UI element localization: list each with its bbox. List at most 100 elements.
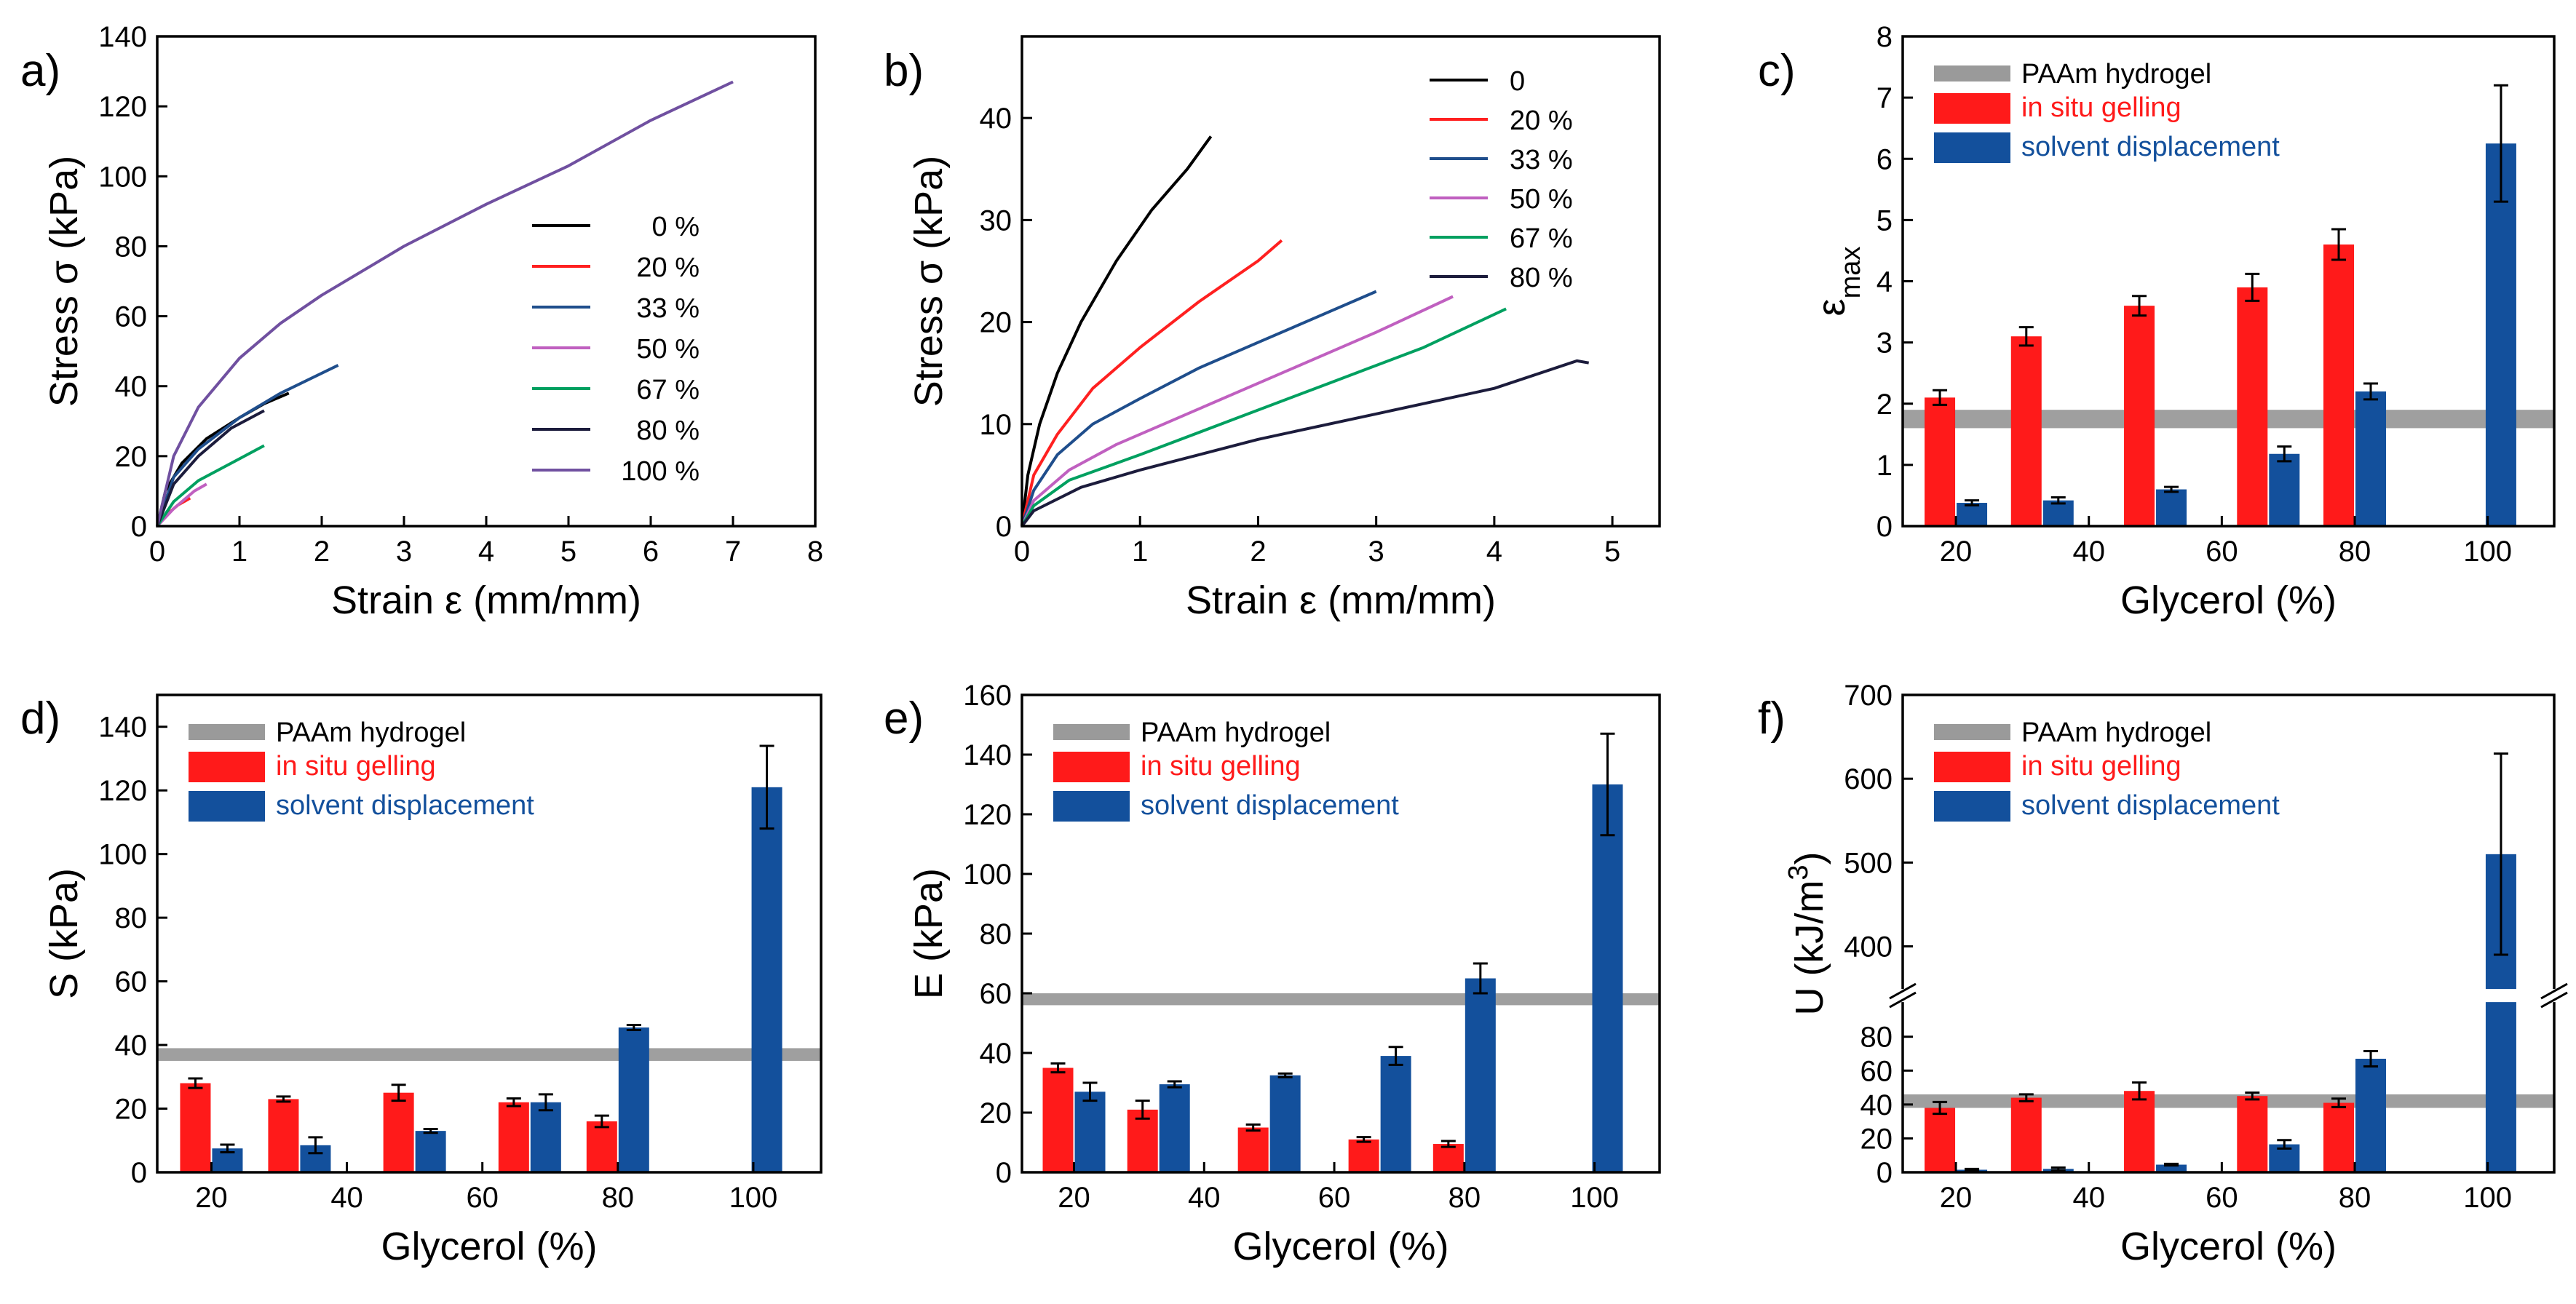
bar-in-situ — [1127, 1109, 1158, 1172]
panel-label: d) — [20, 693, 60, 744]
bar-solvent — [1957, 503, 1988, 526]
legend-entry: 50 % — [636, 334, 700, 365]
x-tick-label: 1 — [1132, 536, 1148, 568]
x-tick-label: 60 — [2206, 536, 2238, 568]
y-tick-label: 80 — [115, 231, 148, 263]
y-tick-label: 7 — [1876, 82, 1893, 114]
y-tick-label: 80 — [1860, 1022, 1893, 1054]
legend-entry: 33 % — [636, 293, 700, 324]
x-tick-label: 3 — [1368, 536, 1384, 568]
x-tick-label: 60 — [2206, 1182, 2238, 1214]
bar-solvent — [751, 787, 782, 1172]
y-axis-label-end: ) — [1788, 851, 1831, 864]
y-tick-label: 2 — [1876, 389, 1893, 421]
y-tick-label: 60 — [115, 301, 148, 333]
bar-in-situ — [180, 1083, 211, 1172]
bar-solvent — [1380, 1056, 1411, 1172]
panel-b: b) 0 1 2 3 4 5 0 10 20 30 40 Strain ε (mm/mm) Stress … — [884, 35, 1661, 622]
bar-solvent — [2269, 453, 2300, 526]
x-tick-label: 20 — [1940, 1182, 1973, 1214]
bar-solvent — [1465, 978, 1496, 1172]
y-tick-label: 60 — [1860, 1055, 1893, 1087]
y-tick-label: 20 — [980, 307, 1012, 339]
y-tick-label: 3 — [1876, 327, 1893, 359]
y-tick-label: 1 — [1876, 450, 1893, 482]
legend-swatch-solvent — [189, 791, 265, 822]
x-tick-label: 60 — [466, 1182, 499, 1214]
bar-solvent — [618, 1027, 649, 1172]
legend: 0 20 % 33 % 50 % 67 % 80 % — [1430, 66, 1573, 293]
x-tick-label: 5 — [1604, 536, 1620, 568]
series-line — [156, 444, 265, 528]
bar-in-situ — [1237, 1127, 1269, 1172]
y-axis-label: S (kPa) — [42, 868, 86, 999]
legend-entry: 67 % — [1510, 223, 1573, 254]
x-tick-label: 40 — [2072, 536, 2105, 568]
bar-in-situ — [1432, 1144, 1464, 1172]
bar-solvent — [2355, 1058, 2387, 1172]
bar-in-situ — [498, 1102, 529, 1172]
y-tick-label: 120 — [98, 91, 147, 123]
y-tick-label: 0 — [131, 1157, 147, 1189]
y-axis-label-main: Stress σ (kPa) — [907, 156, 951, 407]
y-tick-label: 60 — [115, 966, 148, 998]
x-tick-label: 4 — [1486, 536, 1502, 568]
x-tick-label: 80 — [2339, 536, 2371, 568]
legend-entry: solvent displacement — [1141, 790, 1399, 821]
y-tick-label: 100 — [963, 859, 1012, 891]
series-line — [156, 409, 265, 527]
plot-frame — [1021, 35, 1661, 528]
legend-swatch-in-situ — [189, 752, 265, 782]
legend-entry: solvent displacement — [276, 790, 534, 821]
x-tick-label: 20 — [1058, 1182, 1090, 1214]
legend-swatch-in-situ — [1934, 752, 2010, 782]
y-tick-label: 10 — [980, 409, 1012, 441]
y-axis-label: U (kJ/m3) — [1783, 851, 1831, 1015]
x-tick-label: 40 — [2072, 1182, 2105, 1214]
y-tick-label: 40 — [115, 371, 148, 403]
y-tick-label: 8 — [1876, 21, 1893, 53]
axis-break-mark — [1889, 982, 1917, 1000]
legend-entry: 80 % — [636, 416, 700, 446]
y-tick-label: 140 — [98, 712, 147, 744]
x-axis-label: Glycerol (%) — [1232, 1225, 1448, 1268]
legend-entry: in situ gelling — [2021, 92, 2181, 123]
y-axis-label: E (kPa) — [907, 868, 951, 999]
legend-swatch-solvent — [1934, 132, 2010, 163]
y-tick-label: 20 — [1860, 1123, 1893, 1155]
y-axis-label-main: Stress σ (kPa) — [42, 156, 86, 407]
x-axis-label: Glycerol (%) — [2120, 579, 2337, 622]
bar-solvent — [530, 1102, 561, 1172]
y-tick-label: 80 — [980, 918, 1012, 950]
x-axis-label: Strain ε (mm/mm) — [331, 579, 641, 622]
reference-band — [1022, 993, 1660, 1006]
legend-entry: 0 % — [652, 212, 700, 242]
bar-solvent — [1159, 1084, 1190, 1172]
legend-entry: in situ gelling — [2021, 751, 2181, 782]
panel-label: c) — [1758, 46, 1796, 96]
series-line — [1021, 239, 1283, 527]
bar-in-situ — [268, 1099, 299, 1172]
plot-frame — [156, 35, 817, 528]
y-tick-label: 700 — [1844, 680, 1893, 712]
axis-break-mark — [2540, 982, 2568, 1000]
x-tick-label: 2 — [1250, 536, 1266, 568]
x-tick-label: 40 — [330, 1182, 363, 1214]
y-tick-label: 140 — [98, 21, 147, 53]
y-axis-label-main: ε — [1810, 298, 1853, 316]
y-tick-label: 0 — [1876, 511, 1893, 543]
y-axis-label: εmax — [1810, 247, 1866, 317]
y-axis-label-main: U (kJ/m — [1788, 880, 1831, 1016]
legend-entry: 20 % — [636, 253, 700, 283]
y-tick-label: 0 — [996, 1157, 1012, 1189]
legend-entry: solvent displacement — [2021, 132, 2280, 162]
y-tick-label: 6 — [1876, 143, 1893, 175]
panel-label: b) — [884, 46, 924, 96]
y-tick-label: 500 — [1844, 847, 1893, 879]
bar-solvent — [2156, 489, 2187, 526]
y-tick-label: 80 — [115, 902, 148, 934]
y-tick-label: 100 — [98, 161, 147, 193]
